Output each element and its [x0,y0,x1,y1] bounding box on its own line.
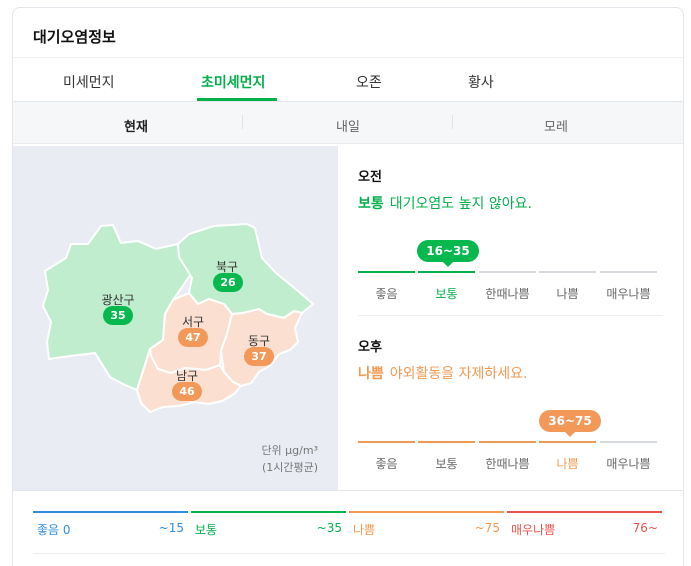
legend-good-bar [33,511,188,513]
forecast-pm: 오후 나쁨 야외활동을 자제하세요. [358,336,663,383]
forecast-am-label: 오전 [358,170,382,185]
legend-good-max: ~15 [158,521,184,535]
grade-legend: 좋음 0 ~15 보통 ~35 나쁨 ~75 매우나쁨 76~ [13,490,683,566]
legend-bad-name: 나쁨 [353,523,376,537]
district-label-nam: 남구 [175,369,199,383]
air-quality-card: 대기오염정보 미세먼지 초미세먼지 오존 황사 현재 내일 모레 광산구 35 … [12,7,684,566]
district-nam-shape[interactable] [135,348,243,414]
card-header: 대기오염정보 [13,8,683,58]
district-value-gwangsan: 35 [103,306,133,325]
district-label-gwangsan: 광산구 [101,293,135,307]
tab-fine-dust[interactable]: 미세먼지 [63,75,115,91]
pm-scale-seg-bad [539,441,596,443]
district-value-nam: 46 [172,382,202,401]
pm-scale-seg-sometimes-bad [479,441,536,443]
forecast-am: 오전 보통 대기오염도 높지 않아요. [358,166,663,213]
legend-normal-bar [191,511,346,513]
pm-level-very-bad: 매우나쁨 [606,457,651,471]
day-after-tomorrow[interactable]: 모레 [544,120,568,135]
am-level-very-bad: 매우나쁨 [606,287,651,301]
legend-bad-bar [349,511,504,513]
district-label-dong: 동구 [247,334,271,348]
district-value-seo: 47 [178,328,208,347]
am-scale-seg-very-bad [600,271,657,273]
am-scale-seg-sometimes-bad [479,271,536,273]
legend-normal-name: 보통 [195,523,218,537]
pm-scale-seg-normal [418,441,475,443]
forecast-pm-range: 36~75 [548,414,592,428]
legend-very-bad-bar [507,511,662,513]
legend-normal: 보통 ~35 [191,511,346,541]
am-level-good: 좋음 [375,287,398,301]
district-value-dong: 37 [244,347,274,366]
am-level-bad: 나쁨 [556,287,579,301]
legend-good-name: 좋음 0 [37,523,71,537]
day-selector: 현재 내일 모레 [13,102,683,144]
day-divider [452,115,453,129]
pm-level-normal: 보통 [435,457,458,471]
unit-averaging-label: (1시간평균) [261,461,318,474]
active-tab-indicator [197,98,277,101]
legend-bottom-divider [33,553,665,554]
district-label-buk: 북구 [215,260,239,274]
forecast-am-grade: 보통 [358,196,384,212]
legend-normal-max: ~35 [316,521,342,535]
pm-level-sometimes-bad: 한때나쁨 [485,457,530,471]
day-divider [242,115,243,129]
forecast-pm-range-bubble: 36~75 [539,410,601,437]
forecast-pm-grade: 나쁨 [358,366,384,382]
pm-level-bad: 나쁨 [556,457,579,471]
legend-very-bad: 매우나쁨 76~ [507,511,662,541]
legend-very-bad-max: 76~ [632,521,658,535]
day-now[interactable]: 현재 [124,120,148,135]
forecast-am-range: 16~35 [426,244,470,258]
pm-level-good: 좋음 [375,457,398,471]
legend-very-bad-name: 매우나쁨 [511,523,556,537]
am-scale-seg-good [358,271,415,273]
forecast-pm-label: 오후 [358,340,382,355]
district-label-seo: 서구 [181,315,205,329]
district-map: 광산구 35 북구 26 서구 47 동구 37 남구 46 단위 μg/m³ … [13,146,338,490]
pm-scale-seg-good [358,441,415,443]
forecast-am-range-bubble: 16~35 [417,240,479,267]
card-title: 대기오염정보 [33,28,116,46]
am-scale-seg-normal [418,271,475,273]
am-scale-seg-bad [539,271,596,273]
forecast-am-text: 대기오염도 높지 않아요. [389,196,532,212]
legend-good: 좋음 0 ~15 [33,511,188,541]
unit-label: 단위 μg/m³ [261,444,318,457]
tab-ultrafine-dust[interactable]: 초미세먼지 [201,75,266,91]
forecast-divider [358,315,663,316]
day-tomorrow[interactable]: 내일 [336,120,360,135]
tab-yellow-dust[interactable]: 황사 [468,75,494,91]
legend-bad-max: ~75 [474,521,500,535]
district-value-buk: 26 [213,273,243,292]
am-level-sometimes-bad: 한때나쁨 [485,287,530,301]
forecast-pm-message: 나쁨 야외활동을 자제하세요. [358,363,663,383]
forecast-am-scale: 좋음 보통 한때나쁨 나쁨 매우나쁨 [358,271,658,301]
pollutant-tabs: 미세먼지 초미세먼지 오존 황사 [13,58,683,102]
forecast-am-message: 보통 대기오염도 높지 않아요. [358,193,663,213]
am-level-normal: 보통 [435,287,458,301]
forecast-pm-scale: 좋음 보통 한때나쁨 나쁨 매우나쁨 [358,441,658,471]
tab-ozone[interactable]: 오존 [356,75,382,91]
pm-scale-seg-very-bad [600,441,657,443]
legend-bad: 나쁨 ~75 [349,511,504,541]
map-svg [41,222,315,414]
forecast-pm-text: 야외활동을 자제하세요. [389,366,528,382]
